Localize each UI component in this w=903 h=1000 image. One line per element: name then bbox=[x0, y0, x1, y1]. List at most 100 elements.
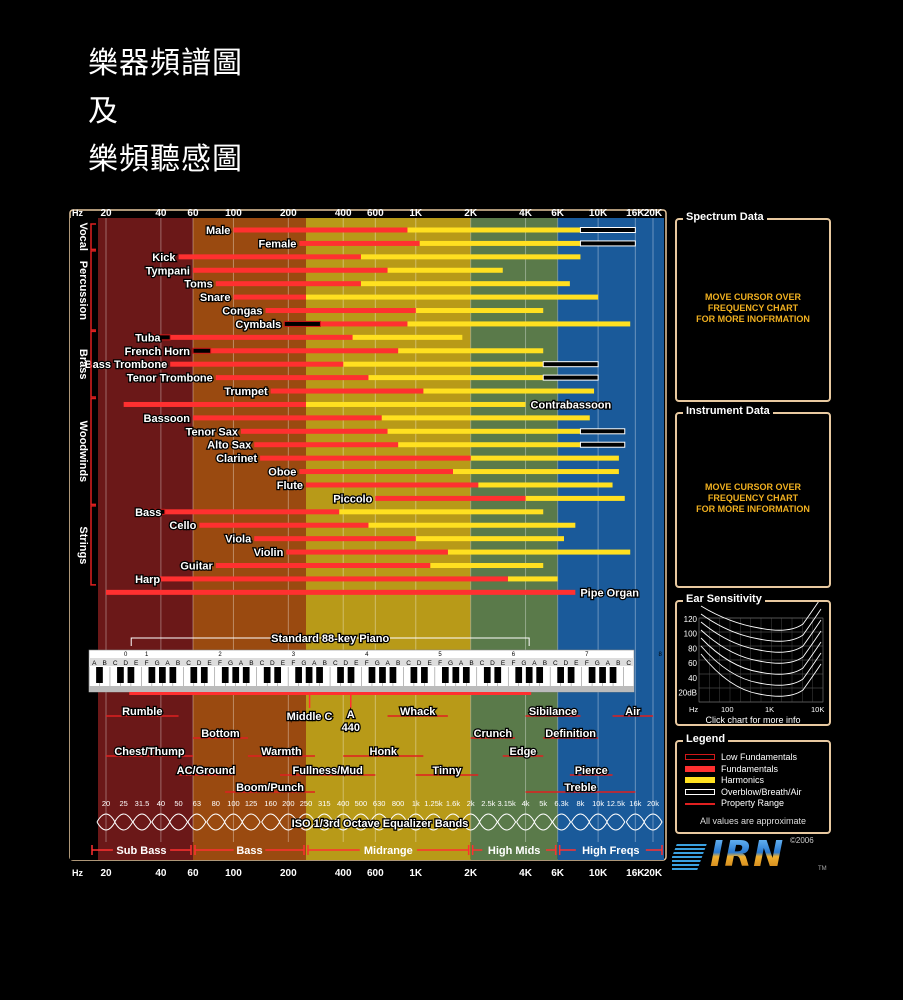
instrument-label: Cymbals bbox=[235, 319, 281, 331]
iso-band-shape bbox=[351, 813, 371, 831]
fundamentals-bar bbox=[215, 375, 369, 381]
fundamentals-bar bbox=[265, 308, 416, 314]
top-tick-label: 40 bbox=[155, 208, 167, 219]
ear-y-tick: 40 bbox=[688, 674, 697, 683]
logo-text: IRN bbox=[710, 838, 784, 875]
harmonics-bar bbox=[415, 536, 565, 542]
iso-band-label: 1.6k bbox=[446, 799, 460, 808]
iso-band-shape bbox=[114, 813, 134, 831]
note-letter: A bbox=[606, 660, 611, 667]
legend-swatch bbox=[685, 788, 715, 795]
note-letter: G bbox=[375, 660, 380, 667]
note-letter: G bbox=[228, 660, 233, 667]
perception-label: Sibilance bbox=[529, 706, 577, 718]
bottom-tick-label: 16K bbox=[626, 868, 645, 879]
fundamentals-bar bbox=[299, 240, 420, 246]
instrument-label: Piccolo bbox=[333, 493, 372, 505]
octave-number: 5 bbox=[438, 652, 442, 658]
harmonics-bar bbox=[387, 428, 581, 434]
note-letter: B bbox=[616, 660, 620, 667]
instrument-label: French Horn bbox=[125, 346, 191, 358]
perception-label: Boom/Punch bbox=[236, 782, 304, 794]
note-letter: D bbox=[197, 660, 202, 667]
note-letter: D bbox=[343, 660, 348, 667]
note-letter: A bbox=[532, 660, 537, 667]
note-letter: G bbox=[595, 660, 600, 667]
band-label-bg bbox=[112, 844, 171, 856]
instrument-label: Bass bbox=[135, 507, 161, 519]
legend-swatch bbox=[685, 754, 715, 760]
bottom-tick-label: 600 bbox=[367, 868, 384, 879]
black-key bbox=[305, 667, 313, 683]
fundamentals-bar bbox=[170, 334, 353, 340]
top-tick-label: 200 bbox=[280, 208, 297, 219]
irn-logo: IRN TM bbox=[672, 838, 827, 876]
marker-label: Middle C bbox=[287, 711, 333, 723]
note-letter: D bbox=[270, 660, 275, 667]
overblow-bar bbox=[579, 240, 636, 247]
iso-band-shape bbox=[241, 813, 261, 831]
iso-band-shape bbox=[424, 813, 444, 831]
band-label-bg bbox=[575, 844, 646, 856]
band-label-bg bbox=[482, 844, 546, 856]
note-letter: B bbox=[469, 660, 473, 667]
bottom-tick-label: 200 bbox=[280, 868, 297, 879]
hz-label-bottom: Hz bbox=[72, 868, 83, 878]
iso-band-shape bbox=[533, 813, 553, 831]
instrument-label: Tympani bbox=[146, 265, 190, 277]
note-letter: G bbox=[521, 660, 526, 667]
note-letter: F bbox=[585, 660, 589, 667]
fundamentals-bar bbox=[375, 495, 526, 501]
iso-band-shape bbox=[187, 813, 207, 831]
iso-band-label: 400 bbox=[337, 799, 350, 808]
iso-band-label: 2k bbox=[467, 799, 475, 808]
ear-sensitivity-panel[interactable]: Ear Sensitivity 120 100 80 60 40 20dB Hz 100 1K 1… bbox=[675, 593, 831, 726]
harmonics-bar bbox=[381, 415, 590, 421]
black-key bbox=[337, 667, 344, 683]
equal-loudness-curve bbox=[700, 645, 822, 686]
page-heading-2: 及 bbox=[88, 94, 119, 129]
fundamentals-bar bbox=[192, 267, 388, 273]
black-key bbox=[96, 667, 103, 683]
note-letter: C bbox=[626, 660, 631, 667]
instrument-label: Kick bbox=[152, 252, 176, 264]
black-key bbox=[295, 667, 302, 683]
note-letter: F bbox=[145, 660, 149, 667]
harmonics-bar bbox=[360, 254, 581, 260]
instrument-label: Snare bbox=[200, 292, 231, 304]
group-label: Woodwinds bbox=[77, 421, 89, 483]
instrument-msg-line: FREQUENCY CHART bbox=[707, 493, 799, 503]
octave-number: 7 bbox=[585, 652, 589, 658]
black-key bbox=[536, 667, 544, 683]
iso-band-shape bbox=[132, 813, 152, 831]
top-tick-label: 16K bbox=[626, 208, 645, 219]
legend-label: Low Fundamentals bbox=[721, 752, 798, 762]
instrument-label: Trumpet bbox=[224, 386, 268, 398]
fundamentals-bar bbox=[270, 388, 424, 394]
harmonics-bar bbox=[352, 334, 463, 340]
band-background bbox=[98, 218, 193, 860]
fundamentals-bar bbox=[215, 281, 361, 287]
iso-band-label: 20k bbox=[647, 799, 659, 808]
note-letter: E bbox=[354, 660, 359, 667]
black-key bbox=[169, 667, 177, 683]
iso-band-shape bbox=[314, 813, 334, 831]
iso-band-label: 3.15k bbox=[497, 799, 516, 808]
copyright: ©2006 bbox=[790, 836, 814, 845]
black-key bbox=[483, 667, 491, 683]
iso-band-label: 1.25k bbox=[424, 799, 443, 808]
legend-swatch bbox=[685, 777, 715, 783]
harmonics-bar bbox=[478, 482, 613, 488]
note-letter: E bbox=[281, 660, 286, 667]
hz-label-top: Hz bbox=[72, 208, 83, 218]
harmonics-bar bbox=[368, 375, 544, 381]
note-letter: B bbox=[103, 660, 107, 667]
note-letter: C bbox=[260, 660, 265, 667]
instrument-label: Cello bbox=[169, 520, 196, 532]
ear-sensitivity-graph[interactable]: 120 100 80 60 40 20dB Hz 100 1K 10K Click chart fo… bbox=[677, 602, 829, 724]
harmonics-bar bbox=[452, 469, 619, 475]
bottom-tick-label: 100 bbox=[225, 868, 242, 879]
fundamentals-bar bbox=[233, 294, 307, 300]
iso-band-label: 630 bbox=[373, 799, 386, 808]
